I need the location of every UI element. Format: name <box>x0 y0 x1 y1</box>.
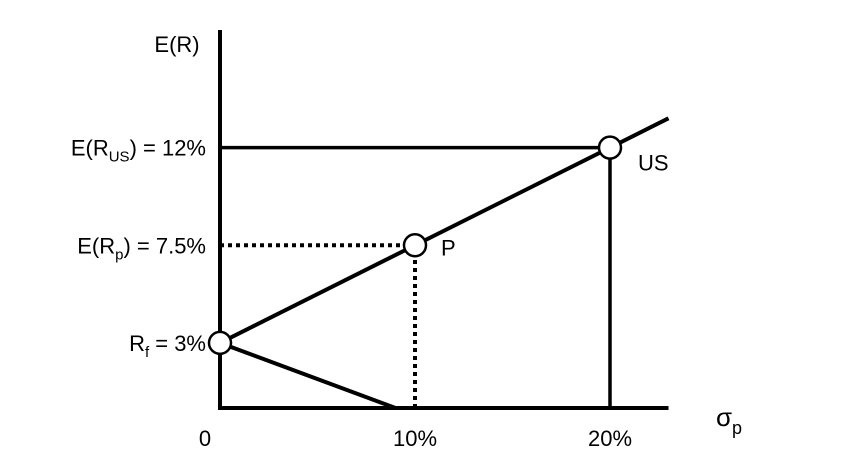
y-label-2: Rf = 3% <box>129 331 206 361</box>
x-tick-label-0: 0 <box>199 426 211 451</box>
point-label-us: US <box>638 151 669 176</box>
series-lines <box>219 116 670 410</box>
series-line-1 <box>219 341 397 410</box>
y-axis-title: E(R) <box>154 32 199 57</box>
y-label-0: E(RUS) = 12% <box>71 136 206 166</box>
y-label-1: E(Rp) = 7.5% <box>77 233 206 263</box>
x-tick-label-1: 10% <box>393 426 437 451</box>
reference-lines <box>220 145 612 408</box>
point-marker-0 <box>207 330 233 356</box>
axes <box>218 30 669 410</box>
point-label-p: P <box>441 235 456 260</box>
series-line-0 <box>219 116 670 345</box>
point-marker-2 <box>597 135 623 160</box>
x-tick-label-2: 20% <box>588 426 632 451</box>
point-markers <box>207 135 623 356</box>
labels: P US 0 10% 20% E(RUS) = 12% E(Rp) = 7.5% Rf = 3… <box>71 32 742 451</box>
point-marker-1 <box>402 233 428 258</box>
x-axis-title: σp <box>716 402 742 438</box>
